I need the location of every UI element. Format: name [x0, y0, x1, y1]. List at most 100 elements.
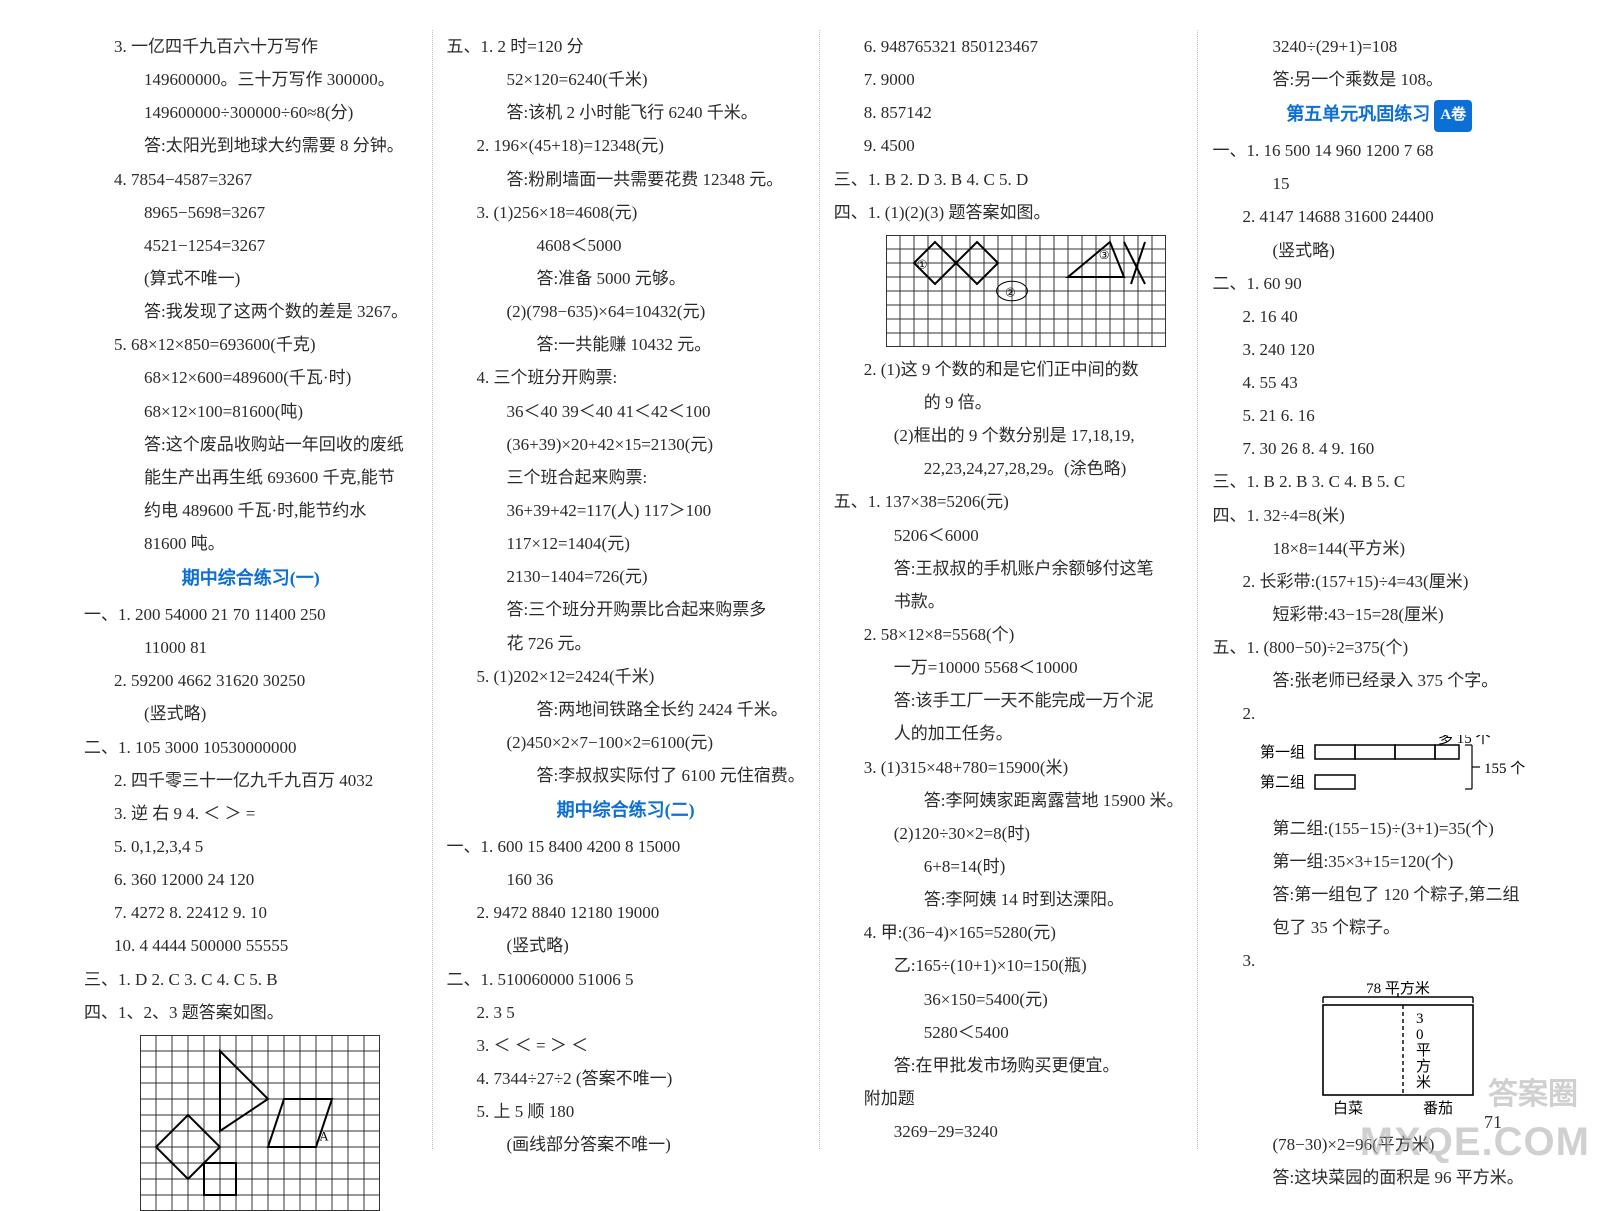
text-line: 5206＜6000	[834, 519, 1184, 552]
text-line: 答:李阿姨 14 时到达溧阳。	[834, 883, 1184, 916]
watermark-text: MXQE.COM	[1360, 1120, 1590, 1165]
text-line: 答:李叔叔实际付了 6100 元住宿费。	[447, 759, 805, 792]
text-line: 3. 240 120	[1212, 333, 1546, 366]
svg-text:155 个: 155 个	[1484, 760, 1525, 777]
text-line: 四、1、2、3 题答案如图。	[84, 996, 418, 1029]
text-line: 短彩带:43−15=28(厘米)	[1212, 598, 1546, 631]
page-number: 71	[1484, 1112, 1502, 1133]
svg-text:第二组: 第二组	[1260, 773, 1305, 791]
svg-text:方: 方	[1416, 1058, 1431, 1075]
section-heading: 第五单元巩固练习A卷	[1212, 96, 1546, 134]
text-line: 附加题	[834, 1082, 1184, 1115]
text-line: 答:准备 5000 元够。	[447, 262, 805, 295]
watermark-en: MXQE.COM	[1360, 1120, 1590, 1165]
text-line: (算式不唯一)	[84, 262, 418, 295]
text-line: 五、1. 137×38=5206(元)	[834, 485, 1184, 518]
text-line: 一、1. 600 15 8400 4200 8 15000	[447, 830, 805, 863]
page: 3. 一亿四千九百六十万写作 149600000。三十万写作 300000。 1…	[0, 0, 1600, 1169]
text-line: 5. 0,1,2,3,4 5	[84, 830, 418, 863]
text-line: 2. 长彩带:(157+15)÷4=43(厘米)	[1212, 565, 1546, 598]
text-line: 149600000÷300000÷60≈8(分)	[84, 96, 418, 129]
svg-text:第一组: 第一组	[1260, 743, 1305, 761]
text-line: 3269−29=3240	[834, 1115, 1184, 1148]
text-line: 36×150=5400(元)	[834, 983, 1184, 1016]
text-line: 二、1. 105 3000 10530000000	[84, 731, 418, 764]
text-line: 三、1. B 2. B 3. C 4. B 5. C	[1212, 465, 1546, 498]
text-line: 5. (1)202×12=2424(千米)	[447, 660, 805, 693]
svg-text:平: 平	[1416, 1043, 1431, 1059]
text-line: 答:粉刷墙面一共需要花费 12348 元。	[447, 163, 805, 196]
text-line: 答:该机 2 小时能飞行 6240 千米。	[447, 96, 805, 129]
grid-figure-2: ①②③	[886, 235, 1184, 347]
section-heading: 期中综合练习(二)	[447, 792, 805, 830]
text-line: (2)120÷30×2=8(时)	[834, 817, 1184, 850]
text-line: 四、1. 32÷4=8(米)	[1212, 499, 1546, 532]
text-line: 答:在甲批发市场购买更便宜。	[834, 1049, 1184, 1082]
column-3: 6. 948765321 850123467 7. 9000 8. 857142…	[819, 30, 1198, 1149]
text-line: 8965−5698=3267	[84, 196, 418, 229]
grid-figure-1: A	[140, 1035, 418, 1211]
text-line: 2. 58×12×8=5568(个)	[834, 618, 1184, 651]
text-line: 9. 4500	[834, 129, 1184, 162]
text-line: 答:张老师已经录入 375 个字。	[1212, 664, 1546, 697]
heading-text: 第五单元巩固练习	[1286, 104, 1430, 124]
text-line: 三、1. B 2. D 3. B 4. C 5. D	[834, 163, 1184, 196]
text-line: 81600 吨。	[84, 527, 418, 560]
text-line: (竖式略)	[1212, 234, 1546, 267]
text-line: 包了 35 个粽子。	[1212, 911, 1546, 944]
text-line: 2. (1)这 9 个数的和是它们正中间的数	[834, 353, 1184, 386]
text-line: 11000 81	[84, 631, 418, 664]
text-line: 答:这块菜园的面积是 96 平方米。	[1212, 1161, 1546, 1194]
svg-text:番茄: 番茄	[1423, 1100, 1453, 1117]
svg-text:3: 3	[1416, 1011, 1424, 1027]
text-line: 2. 196×(45+18)=12348(元)	[447, 129, 805, 162]
text-line: 5. 21 6. 16	[1212, 399, 1546, 432]
text-line: 3. 一亿四千九百六十万写作	[84, 30, 418, 63]
text-line: 一、1. 16 500 14 960 1200 7 68	[1212, 134, 1546, 167]
text-line: 160 36	[447, 863, 805, 896]
text-line: 2. 16 40	[1212, 300, 1546, 333]
text-line: 答:另一个乘数是 108。	[1212, 63, 1546, 96]
text-line: 8. 857142	[834, 96, 1184, 129]
text-line: 36＜40 39＜40 41＜42＜100	[447, 395, 805, 428]
text-line: 答:两地间铁路全长约 2424 千米。	[447, 693, 805, 726]
text-line: 22,23,24,27,28,29。(涂色略)	[834, 452, 1184, 485]
text-line: 52×120=6240(千米)	[447, 63, 805, 96]
text-line: 能生产出再生纸 693600 千克,能节	[84, 461, 418, 494]
text-line: 4. 55 43	[1212, 366, 1546, 399]
text-line: 答:三个班分开购票比合起来购票多	[447, 593, 805, 626]
text-line: 3240÷(29+1)=108	[1212, 30, 1546, 63]
text-line: (36+39)×20+42×15=2130(元)	[447, 428, 805, 461]
text-line: 花 726 元。	[447, 627, 805, 660]
text-line: 答:一共能赚 10432 元。	[447, 328, 805, 361]
text-line: 3. (1)315×48+780=15900(米)	[834, 751, 1184, 784]
text-line: (2)框出的 9 个数分别是 17,18,19,	[834, 419, 1184, 452]
text-line: 答:第一组包了 120 个粽子,第二组	[1212, 878, 1546, 911]
svg-text:A: A	[319, 1128, 329, 1143]
text-line: 3.	[1212, 944, 1546, 977]
text-line: 6+8=14(时)	[834, 850, 1184, 883]
text-line: 3. 逆 右 9 4. ＜ ＞ =	[84, 797, 418, 830]
svg-text:米: 米	[1416, 1074, 1431, 1091]
text-line: 答:太阳光到地球大约需要 8 分钟。	[84, 129, 418, 162]
text-line: 4. 三个班分开购票:	[447, 361, 805, 394]
text-line: 2. 四千零三十一亿九千九百万 4032	[84, 764, 418, 797]
text-line: (竖式略)	[84, 697, 418, 730]
text-line: 第一组:35×3+15=120(个)	[1212, 845, 1546, 878]
text-line: 7. 30 26 8. 4 9. 160	[1212, 432, 1546, 465]
text-line: (2)450×2×7−100×2=6100(元)	[447, 726, 805, 759]
text-line: 5. 68×12×850=693600(千克)	[84, 328, 418, 361]
text-line: 二、1. 60 90	[1212, 267, 1546, 300]
column-4: 3240÷(29+1)=108 答:另一个乘数是 108。 第五单元巩固练习A卷…	[1197, 30, 1560, 1149]
text-line: 答:李阿姨家距离露营地 15900 米。	[834, 784, 1184, 817]
text-line: 2. 9472 8840 12180 19000	[447, 896, 805, 929]
text-line: 3. (1)256×18=4608(元)	[447, 196, 805, 229]
text-line: 五、1. 2 时=120 分	[447, 30, 805, 63]
text-line: (竖式略)	[447, 929, 805, 962]
text-line: 答:我发现了这两个数的差是 3267。	[84, 295, 418, 328]
text-line: 5280＜5400	[834, 1016, 1184, 1049]
text-line: 人的加工任务。	[834, 717, 1184, 750]
column-2: 五、1. 2 时=120 分 52×120=6240(千米) 答:该机 2 小时…	[432, 30, 819, 1149]
text-line: 6. 948765321 850123467	[834, 30, 1184, 63]
text-line: 4. 7854−4587=3267	[84, 163, 418, 196]
